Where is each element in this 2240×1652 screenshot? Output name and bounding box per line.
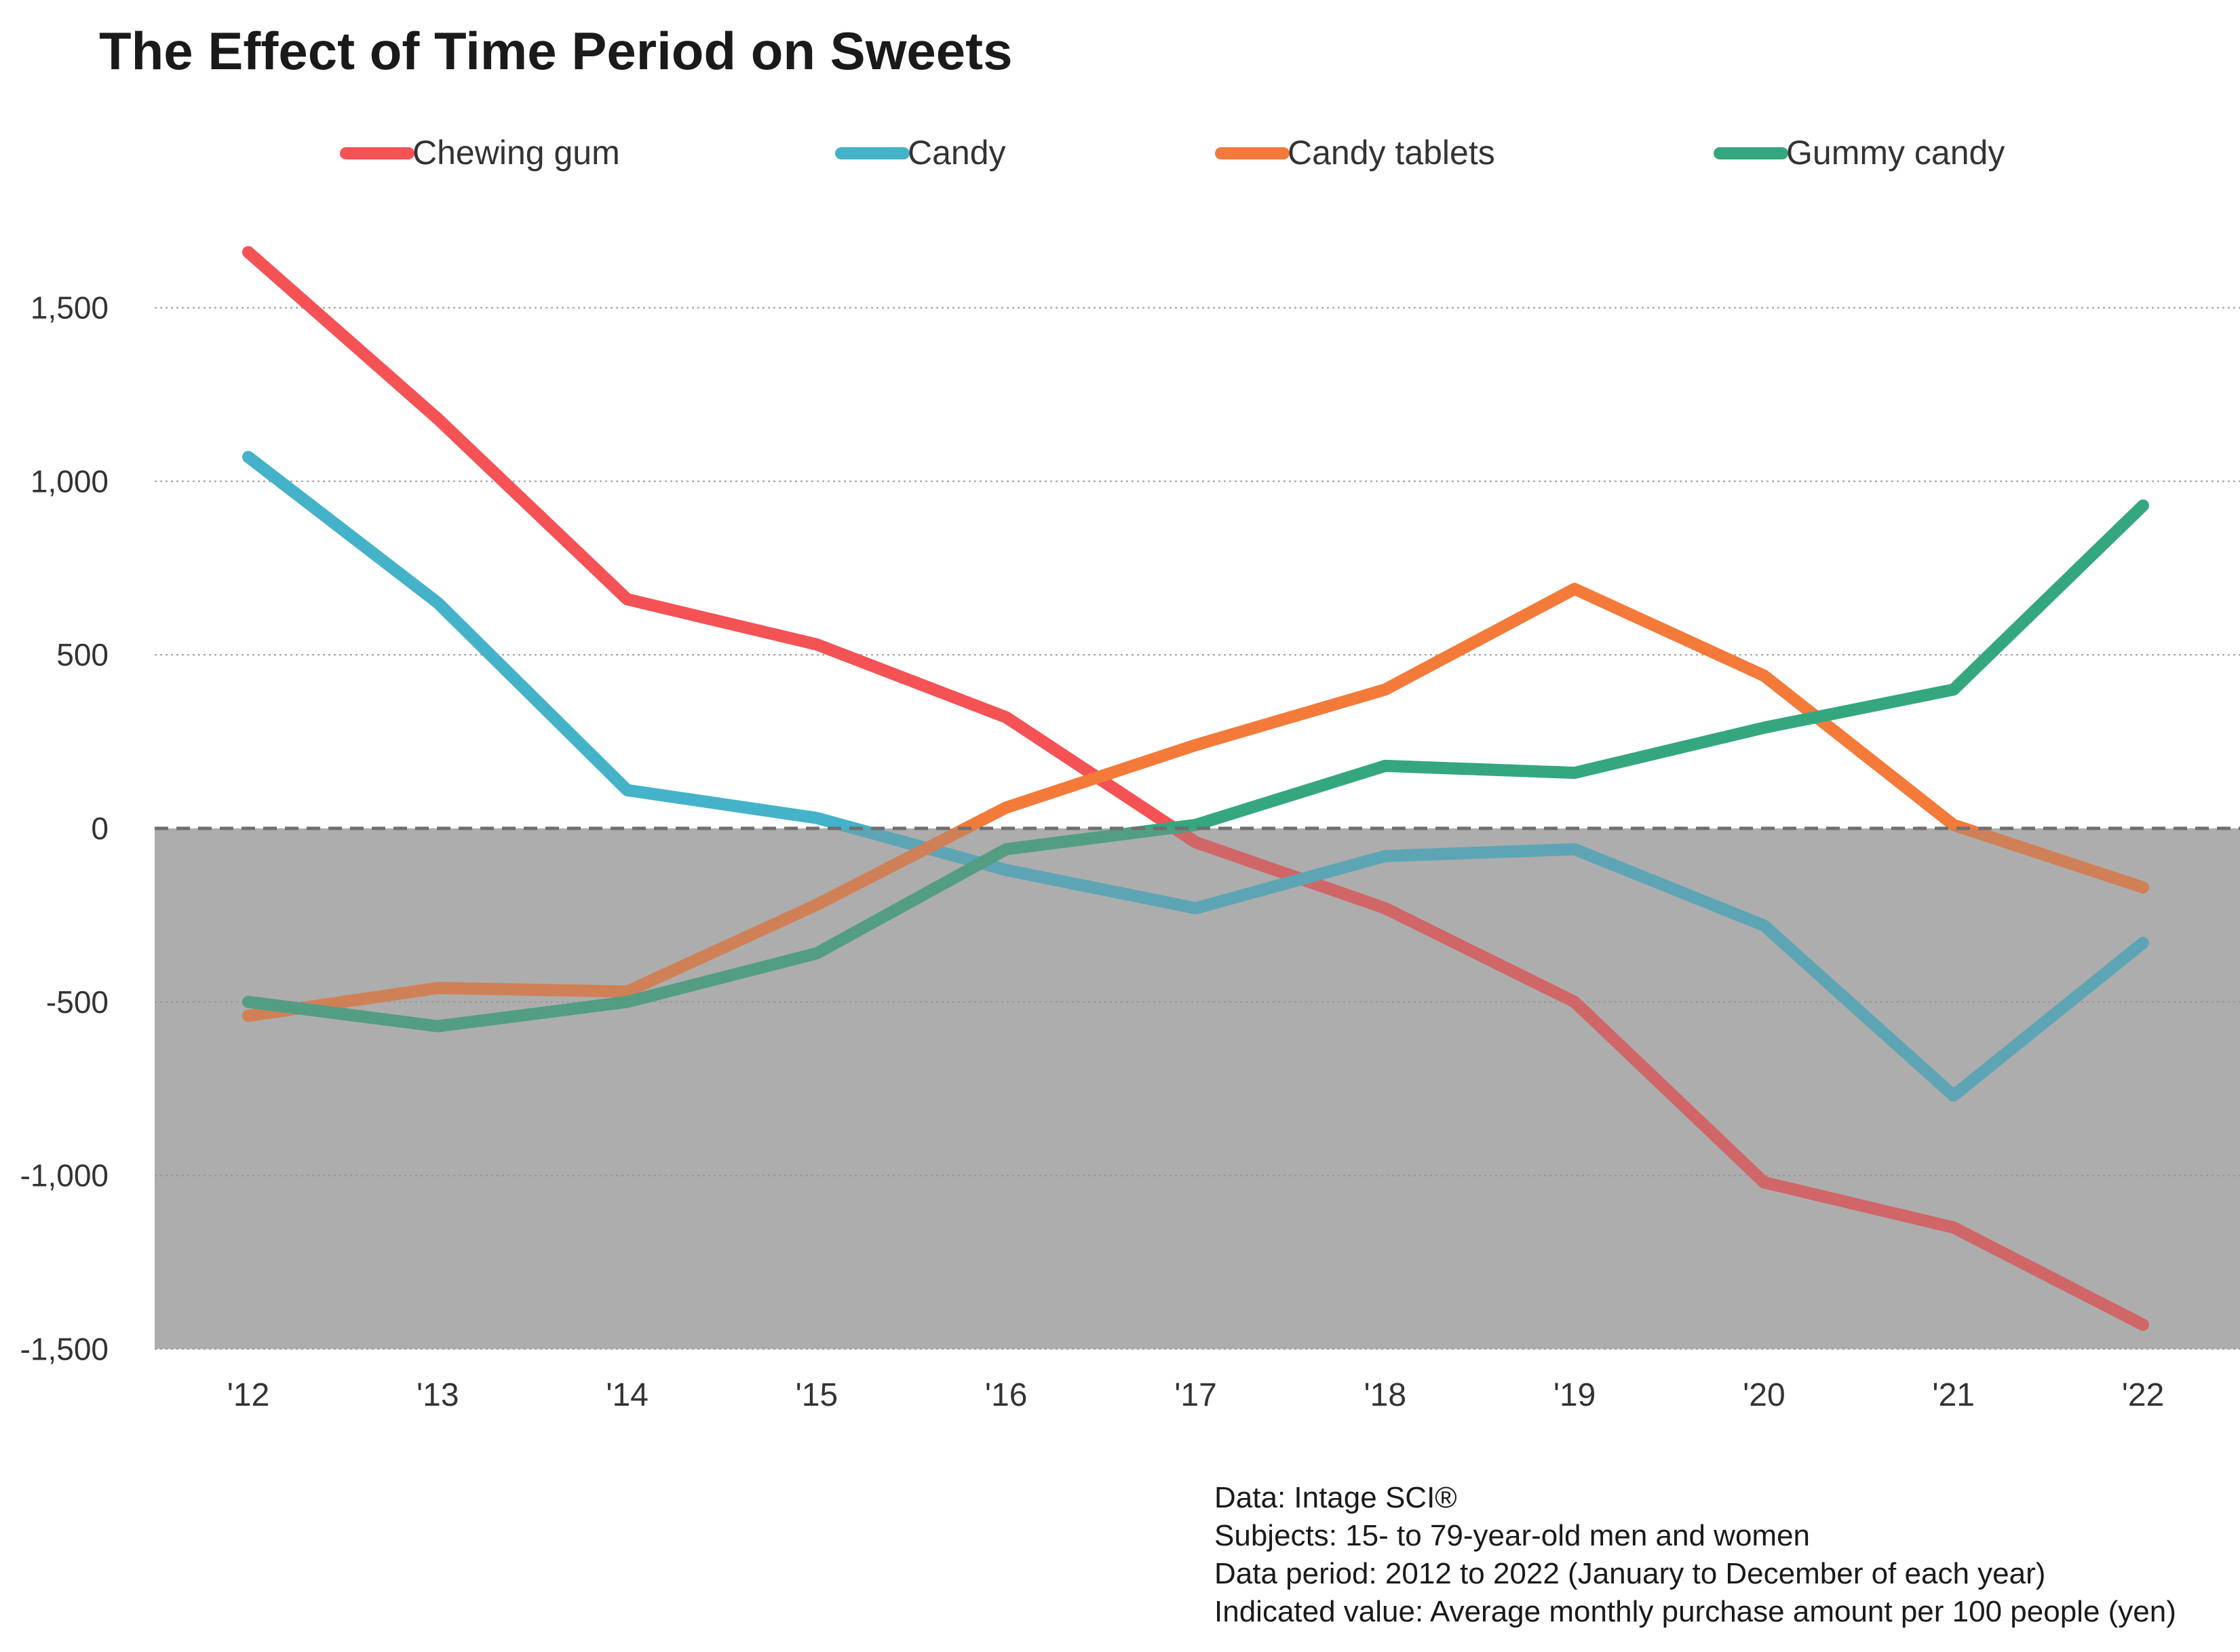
y-tick-label: 500 bbox=[56, 637, 109, 672]
x-tick-label: '17 bbox=[1174, 1377, 1217, 1413]
y-tick-label: 0 bbox=[91, 811, 109, 846]
negative-overlay-layer bbox=[155, 826, 2240, 1349]
x-tick-label: '14 bbox=[606, 1377, 649, 1413]
y-tick-label: 1,500 bbox=[31, 290, 109, 326]
series-line-chewing-gum bbox=[242, 246, 2149, 1331]
x-tick-label: '20 bbox=[1743, 1377, 1785, 1413]
x-axis: '12 '13 '14 '15 '16 '17 '18 '19 '20 '21 '22 bbox=[227, 1377, 2165, 1413]
x-tick-label: '19 bbox=[1553, 1377, 1596, 1413]
legend-label-candy-tablets: Candy tablets bbox=[1288, 134, 1495, 172]
x-tick-label: '16 bbox=[985, 1377, 1028, 1413]
series-line-gummy-candy bbox=[242, 499, 2149, 1033]
chart-title: The Effect of Time Period on Sweets bbox=[99, 21, 1013, 81]
negative-region bbox=[155, 828, 2240, 1349]
note-indicated-value: Indicated value: Average monthly purchas… bbox=[1214, 1595, 2176, 1628]
note-data-period: Data period: 2012 to 2022 (January to De… bbox=[1214, 1557, 2046, 1590]
source-notes: Data: Intage SCI® Subjects: 15- to 79-ye… bbox=[1214, 1479, 2176, 1631]
series-layer bbox=[242, 246, 2149, 1331]
y-tick-label: -500 bbox=[46, 984, 109, 1020]
chart-legend: Chewing gum Candy Candy tablets Gummy candy bbox=[340, 134, 2005, 172]
x-tick-label: '12 bbox=[227, 1377, 270, 1413]
legend-label-gummy-candy: Gummy candy bbox=[1786, 134, 2005, 172]
x-tick-label: '21 bbox=[1932, 1377, 1975, 1413]
x-tick-label: '22 bbox=[2122, 1377, 2165, 1413]
x-tick-label: '15 bbox=[796, 1377, 838, 1413]
legend-label-candy: Candy bbox=[908, 134, 1006, 172]
negative-region-layer bbox=[155, 828, 2240, 1349]
x-tick-label: '18 bbox=[1364, 1377, 1407, 1413]
negative-region-tint bbox=[155, 828, 2240, 1349]
legend-label-chewing-gum: Chewing gum bbox=[412, 134, 620, 172]
y-tick-label: -1,000 bbox=[20, 1158, 109, 1193]
note-data-source: Data: Intage SCI® bbox=[1214, 1481, 1457, 1514]
y-tick-label: -1,500 bbox=[20, 1331, 109, 1366]
note-subjects: Subjects: 15- to 79-year-old men and wom… bbox=[1214, 1519, 1811, 1552]
y-tick-label: 1,000 bbox=[31, 463, 109, 499]
series-line-candy bbox=[242, 450, 2149, 1102]
series-line-candy-tablets bbox=[242, 583, 2149, 1022]
y-axis: 1,500 1,000 500 0 -500 -1,000 -1,500 bbox=[20, 290, 109, 1367]
x-tick-label: '13 bbox=[417, 1377, 459, 1413]
